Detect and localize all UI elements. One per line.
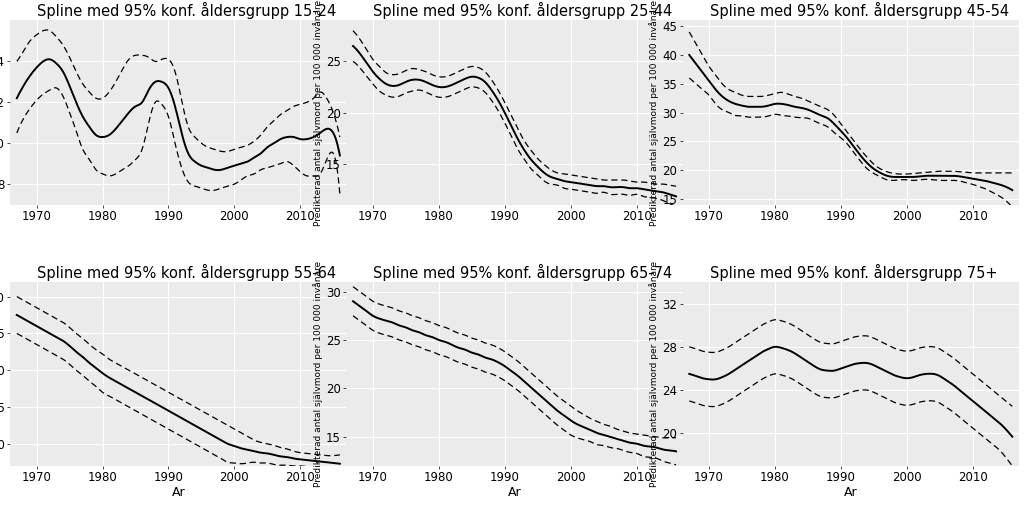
Text: Spline med 95% konf. åldersgrupp 15-24: Spline med 95% konf. åldersgrupp 15-24 <box>37 2 337 19</box>
Y-axis label: Predikterad antal självmord per 100 000 invånare: Predikterad antal självmord per 100 000 … <box>649 261 659 487</box>
Text: Spline med 95% konf. åldersgrupp 25-44: Spline med 95% konf. åldersgrupp 25-44 <box>374 2 673 19</box>
X-axis label: Ar: Ar <box>844 486 857 499</box>
Text: Spline med 95% konf. åldersgrupp 65-74: Spline med 95% konf. åldersgrupp 65-74 <box>374 264 673 281</box>
X-axis label: Ar: Ar <box>172 486 185 499</box>
Text: Spline med 95% konf. åldersgrupp 55-64: Spline med 95% konf. åldersgrupp 55-64 <box>37 264 336 281</box>
Y-axis label: Predikterad antal självmord per 100 000 invånare: Predikterad antal självmord per 100 000 … <box>649 0 659 226</box>
Text: Spline med 95% konf. åldersgrupp 75+: Spline med 95% konf. åldersgrupp 75+ <box>710 264 997 281</box>
Y-axis label: Predikterad antal självmord per 100 000 invånare: Predikterad antal självmord per 100 000 … <box>313 261 324 487</box>
X-axis label: Ar: Ar <box>508 486 521 499</box>
Y-axis label: Predikterad antal självmord per 100 000 invånare: Predikterad antal självmord per 100 000 … <box>313 0 324 226</box>
Text: Spline med 95% konf. åldersgrupp 45-54: Spline med 95% konf. åldersgrupp 45-54 <box>710 2 1009 19</box>
